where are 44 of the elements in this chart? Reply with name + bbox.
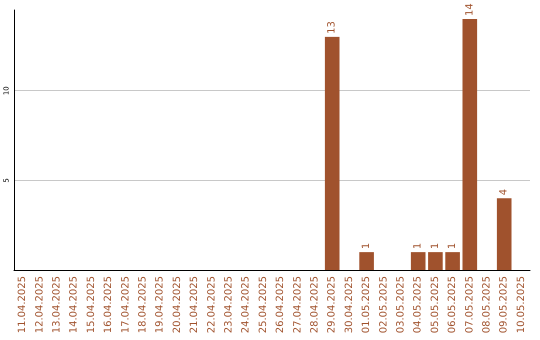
data-label: 1 xyxy=(447,242,458,250)
data-label: 1 xyxy=(430,242,441,250)
x-tick-label: 09.05.2025 xyxy=(498,276,510,334)
x-tick-label: 29.04.2025 xyxy=(326,276,338,334)
data-label: 13 xyxy=(326,21,338,34)
data-label: 1 xyxy=(412,242,424,250)
x-tick-label: 20.04.2025 xyxy=(172,276,183,334)
data-label: 14 xyxy=(464,3,476,16)
bar xyxy=(445,252,460,270)
x-tick-label: 07.05.2025 xyxy=(464,276,476,334)
x-tick-label: 25.04.2025 xyxy=(258,276,269,334)
bar xyxy=(462,18,478,270)
x-tick-label: 02.05.2025 xyxy=(378,276,390,334)
x-tick-label: 05.05.2025 xyxy=(430,276,441,334)
bar xyxy=(410,252,426,270)
x-tick-label: 16.04.2025 xyxy=(103,276,114,334)
bar xyxy=(428,252,443,270)
x-tick-label: 12.04.2025 xyxy=(34,276,46,334)
bar xyxy=(496,198,512,270)
x-tick-label: 30.04.2025 xyxy=(344,276,355,334)
x-tick-label: 03.05.2025 xyxy=(396,276,406,334)
data-label: 4 xyxy=(498,188,510,196)
bar xyxy=(359,252,374,270)
x-tick-label: 10.05.2025 xyxy=(516,276,527,334)
x-tick-label: 01.05.2025 xyxy=(361,276,372,334)
x-tick-label: 22.04.2025 xyxy=(206,276,218,334)
data-label: 1 xyxy=(361,242,372,250)
x-tick-label: 23.04.2025 xyxy=(224,276,234,334)
bar xyxy=(324,36,340,270)
x-tick-label: 21.04.2025 xyxy=(189,276,200,334)
x-tick-label: 19.04.2025 xyxy=(154,276,166,334)
x-tick-label: 18.04.2025 xyxy=(138,276,148,334)
x-tick-label: 04.05.2025 xyxy=(412,276,424,334)
x-tick-label: 06.05.2025 xyxy=(447,276,458,334)
x-tick-label: 17.04.2025 xyxy=(120,276,132,334)
x-tick-label: 26.04.2025 xyxy=(275,276,286,334)
x-tick-label: 15.04.2025 xyxy=(86,276,97,334)
x-tick-label: 08.05.2025 xyxy=(482,276,492,334)
x-tick-label: 14.04.2025 xyxy=(68,276,80,334)
x-tick-label: 27.04.2025 xyxy=(292,276,304,334)
x-tick-label: 13.04.2025 xyxy=(52,276,62,334)
x-tick-label: 11.04.2025 xyxy=(17,276,28,334)
x-tick-label: 28.04.2025 xyxy=(310,276,320,334)
x-tick-label: 24.04.2025 xyxy=(240,276,252,334)
